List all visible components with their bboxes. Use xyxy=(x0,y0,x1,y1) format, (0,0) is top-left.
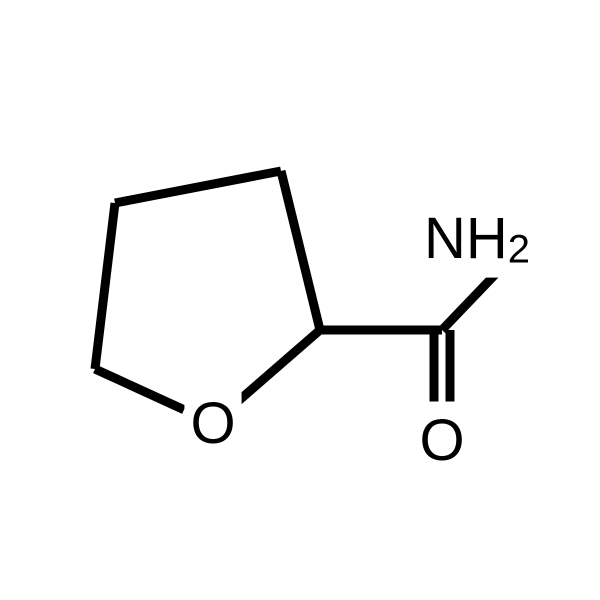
atom-label-O7: O xyxy=(413,402,470,479)
svg-text:O: O xyxy=(190,391,235,456)
bond xyxy=(237,330,320,402)
bond xyxy=(115,171,281,203)
molecule-diagram: O O NH2 xyxy=(0,0,600,600)
atom-label-N8: NH2 xyxy=(418,200,536,278)
svg-text:O: O xyxy=(419,408,464,473)
atom-label-O1: O xyxy=(184,385,241,462)
bond xyxy=(95,203,115,369)
bond xyxy=(95,369,184,410)
bond xyxy=(281,171,320,330)
